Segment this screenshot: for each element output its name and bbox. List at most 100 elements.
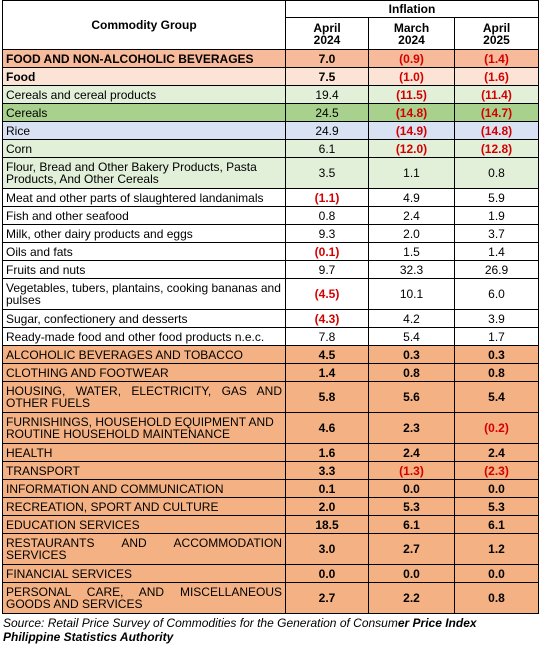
- value-april-2025: (14.7): [454, 103, 539, 122]
- table-row: Corn 6.1 (12.0) (12.8): [2, 139, 539, 158]
- value-march-2024: 2.2: [368, 582, 455, 614]
- value-april-2024: 18.5: [285, 515, 369, 534]
- value-april-2025: 26.9: [454, 260, 539, 279]
- table-row: HOUSING, WATER, ELECTRICITY, GAS AND OTH…: [2, 381, 539, 413]
- table-row: Fruits and nuts 9.7 32.3 26.9: [2, 260, 539, 279]
- source-note: Source: Retail Price Survey of Commoditi…: [2, 616, 538, 644]
- table-row: Vegetables, tubers, plantains, cooking b…: [2, 278, 539, 310]
- value-march-2024: 6.1: [368, 515, 455, 534]
- table-row: Sugar, confectionery and desserts (4.3) 4.…: [2, 309, 539, 328]
- table-row: CLOTHING AND FOOTWEAR 1.4 0.8 0.8: [2, 363, 539, 382]
- header-march-2024: March 2024: [368, 17, 455, 50]
- source-line1: Source: Retail Price Survey of Commoditi…: [3, 616, 398, 630]
- table-row: INFORMATION AND COMMUNICATION 0.1 0.0 0.0: [2, 479, 539, 498]
- commodity-label: Corn: [2, 139, 286, 158]
- value-march-2024: 4.9: [368, 188, 455, 207]
- value-march-2024: (1.3): [368, 461, 455, 480]
- value-march-2024: 1.5: [368, 242, 455, 261]
- value-march-2024: 2.4: [368, 443, 455, 462]
- table-row: Cereals and cereal products 19.4 (11.5) (11…: [2, 85, 539, 104]
- value-april-2024: 3.3: [285, 461, 369, 480]
- value-april-2024: 24.9: [285, 121, 369, 140]
- value-april-2024: 7.5: [285, 67, 369, 86]
- value-march-2024: 2.3: [368, 412, 455, 444]
- value-april-2024: 4.5: [285, 345, 369, 364]
- commodity-label: CLOTHING AND FOOTWEAR: [2, 363, 286, 382]
- commodity-label: Ready-made food and other food products …: [2, 327, 286, 346]
- inflation-table: Commodity Group Inflation April 2024 Mar…: [2, 0, 539, 614]
- value-march-2024: 5.3: [368, 497, 455, 516]
- value-april-2025: 5.9: [454, 188, 539, 207]
- value-april-2025: 0.3: [454, 345, 539, 364]
- commodity-label: Fish and other seafood: [2, 206, 286, 225]
- value-april-2025: 3.9: [454, 309, 539, 328]
- commodity-label: Milk, other dairy products and eggs: [2, 224, 286, 243]
- commodity-label: INFORMATION AND COMMUNICATION: [2, 479, 286, 498]
- value-april-2025: 6.0: [454, 278, 539, 310]
- source-line2: Philippine Statistics Authority: [3, 630, 174, 644]
- value-april-2025: 0.8: [454, 157, 539, 189]
- commodity-label: RESTAURANTS AND ACCOMMODATION SERVICES: [2, 533, 286, 565]
- value-april-2024: 4.6: [285, 412, 369, 444]
- value-april-2025: (11.4): [454, 85, 539, 104]
- value-april-2024: 9.7: [285, 260, 369, 279]
- table-row: RESTAURANTS AND ACCOMMODATION SERVICES 3.…: [2, 533, 539, 565]
- value-march-2024: (11.5): [368, 85, 455, 104]
- commodity-label: Vegetables, tubers, plantains, cooking b…: [2, 278, 286, 310]
- value-april-2024: 2.7: [285, 582, 369, 614]
- value-march-2024: 1.1: [368, 157, 455, 189]
- table-row: FINANCIAL SERVICES 0.0 0.0 0.0: [2, 564, 539, 583]
- table-row: EDUCATION SERVICES 18.5 6.1 6.1: [2, 515, 539, 534]
- value-april-2024: 0.1: [285, 479, 369, 498]
- commodity-label: Meat and other parts of slaughtered land…: [2, 188, 286, 207]
- commodity-label: HOUSING, WATER, ELECTRICITY, GAS AND OTH…: [2, 381, 286, 413]
- value-april-2024: (0.1): [285, 242, 369, 261]
- commodity-label: ALCOHOLIC BEVERAGES AND TOBACCO: [2, 345, 286, 364]
- value-april-2024: 0.8: [285, 206, 369, 225]
- value-march-2024: 4.2: [368, 309, 455, 328]
- commodity-label: Oils and fats: [2, 242, 286, 261]
- table-row: ALCOHOLIC BEVERAGES AND TOBACCO 4.5 0.3 0.3: [2, 345, 539, 364]
- value-april-2025: 2.4: [454, 443, 539, 462]
- value-april-2025: 3.7: [454, 224, 539, 243]
- value-april-2024: 6.1: [285, 139, 369, 158]
- value-march-2024: 32.3: [368, 260, 455, 279]
- value-april-2024: 9.3: [285, 224, 369, 243]
- value-april-2025: 6.1: [454, 515, 539, 534]
- table-row: Meat and other parts of slaughtered land…: [2, 188, 539, 207]
- value-april-2025: 0.8: [454, 582, 539, 614]
- source-line1-bold: er Price Index: [397, 616, 477, 630]
- commodity-label: FURNISHINGS, HOUSEHOLD EQUIPMENT AND ROU…: [2, 412, 286, 444]
- value-march-2024: (14.9): [368, 121, 455, 140]
- value-april-2024: 1.4: [285, 363, 369, 382]
- value-march-2024: (12.0): [368, 139, 455, 158]
- value-april-2025: (2.3): [454, 461, 539, 480]
- commodity-label: Sugar, confectionery and desserts: [2, 309, 286, 328]
- commodity-label: FINANCIAL SERVICES: [2, 564, 286, 583]
- value-april-2025: 1.4: [454, 242, 539, 261]
- value-april-2024: 19.4: [285, 85, 369, 104]
- commodity-label: Fruits and nuts: [2, 260, 286, 279]
- table-row: Flour, Bread and Other Bakery Products, …: [2, 157, 539, 189]
- value-march-2024: 0.8: [368, 363, 455, 382]
- table-row: Milk, other dairy products and eggs 9.3 2.…: [2, 224, 539, 243]
- table-row: FURNISHINGS, HOUSEHOLD EQUIPMENT AND ROU…: [2, 412, 539, 444]
- table-row: HEALTH 1.6 2.4 2.4: [2, 443, 539, 462]
- commodity-label: EDUCATION SERVICES: [2, 515, 286, 534]
- header-inflation: Inflation: [285, 0, 539, 18]
- value-march-2024: (0.9): [368, 49, 455, 68]
- header-april-2024: April 2024: [285, 17, 369, 50]
- value-march-2024: (14.8): [368, 103, 455, 122]
- value-april-2024: 3.5: [285, 157, 369, 189]
- value-april-2025: 1.9: [454, 206, 539, 225]
- value-march-2024: 5.6: [368, 381, 455, 413]
- commodity-label: HEALTH: [2, 443, 286, 462]
- value-april-2025: 1.7: [454, 327, 539, 346]
- value-april-2024: 2.0: [285, 497, 369, 516]
- commodity-label: FOOD AND NON-ALCOHOLIC BEVERAGES: [2, 49, 286, 68]
- value-april-2025: 0.0: [454, 564, 539, 583]
- value-april-2024: (4.5): [285, 278, 369, 310]
- value-march-2024: (1.0): [368, 67, 455, 86]
- commodity-label: Rice: [2, 121, 286, 140]
- value-march-2024: 0.3: [368, 345, 455, 364]
